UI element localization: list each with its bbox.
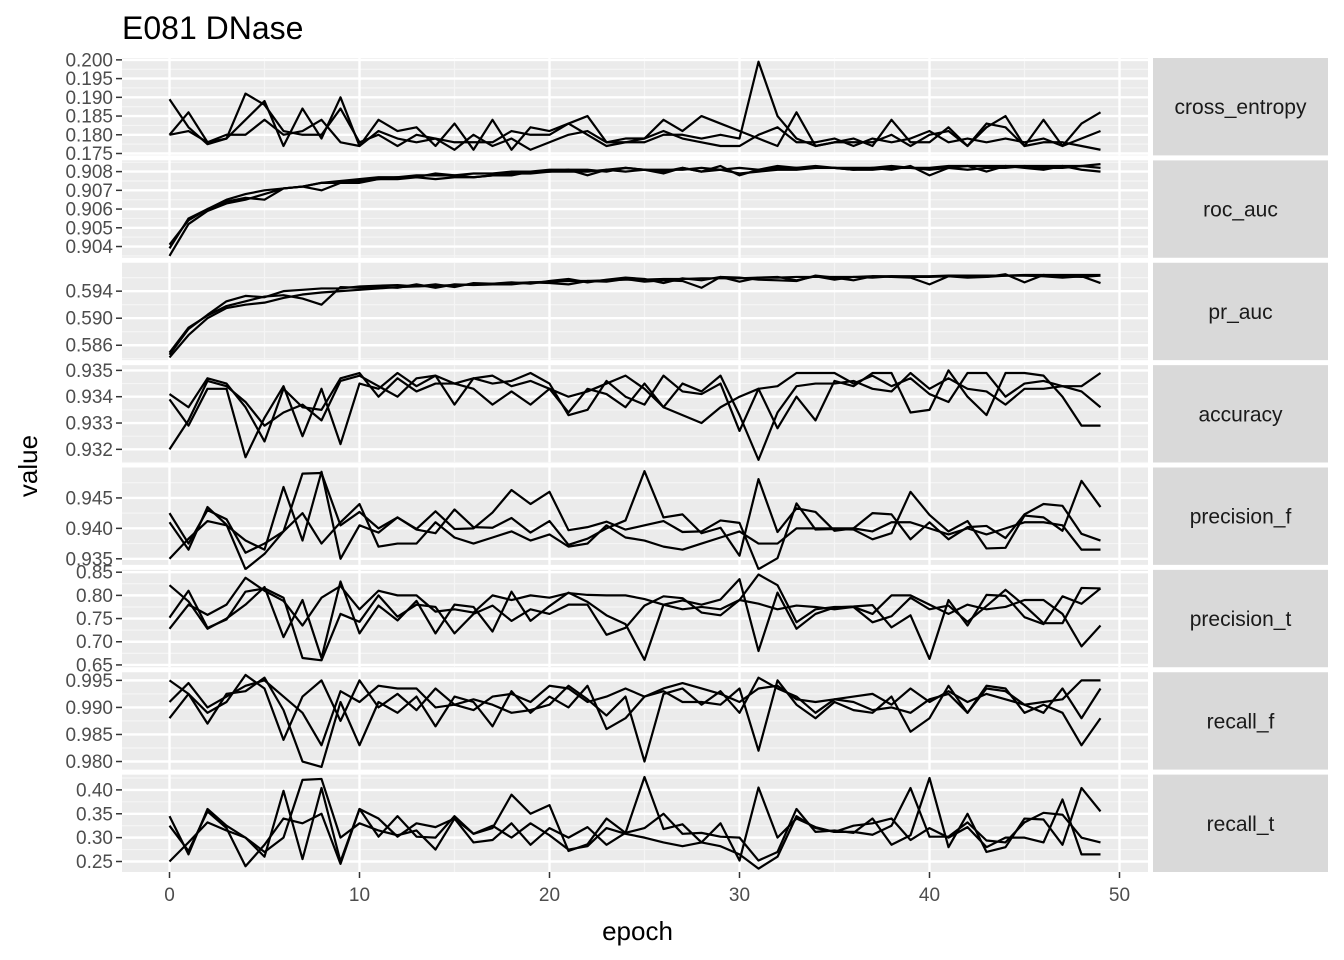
series-line (168, 673, 1102, 763)
y-tick-label: 0.175 (65, 144, 113, 165)
y-tick-label: 0.905 (65, 218, 113, 239)
facet-strip (1153, 774, 1328, 872)
y-tick-label: 0.945 (65, 488, 113, 509)
y-tick-label: 0.75 (76, 609, 113, 630)
y-tick-label: 0.200 (65, 50, 113, 71)
y-tick-label: 0.70 (76, 632, 113, 653)
y-tick-label: 0.594 (65, 282, 113, 303)
series-line (168, 369, 1101, 459)
y-tick-label: 0.935 (65, 361, 113, 382)
y-tick-label: 0.908 (65, 162, 113, 183)
y-tick-label: 0.932 (65, 440, 113, 461)
y-tick-label: 0.935 (65, 549, 113, 570)
facet-strip-label: accuracy (1198, 403, 1283, 426)
facet-strip-label: cross_entropy (1175, 96, 1307, 119)
facet-recall_f: 0.980 0.985 0.990 0.995 recall_f (65, 671, 1328, 773)
series-line (168, 798, 1101, 870)
y-tick-label: 0.35 (76, 804, 113, 825)
series-line (168, 470, 1101, 560)
y-tick-label: 0.990 (65, 698, 113, 719)
y-tick-label: 0.907 (65, 181, 113, 202)
series-line (168, 578, 1102, 661)
y-tick-label: 0.80 (76, 586, 113, 607)
series-line (168, 96, 1102, 151)
x-tick-label: 10 (349, 885, 370, 906)
series-line (168, 273, 1101, 356)
x-tick-label: 30 (729, 885, 750, 906)
y-tick-label: 0.906 (65, 200, 113, 221)
series-line (168, 679, 1101, 747)
facet-recall_t: 0.25 0.30 0.35 0.40 recall_t (76, 774, 1328, 873)
y-tick-label: 0.934 (65, 387, 113, 408)
y-tick-label: 0.30 (76, 828, 113, 849)
y-tick-label: 0.180 (65, 125, 113, 146)
series-line (168, 471, 1102, 571)
y-tick-label: 0.185 (65, 107, 113, 128)
y-tick-label: 0.65 (76, 655, 113, 676)
facet-strip-label: precision_t (1190, 608, 1292, 631)
y-tick-label: 0.904 (65, 237, 113, 258)
facet-strip (1153, 262, 1328, 361)
y-tick-label: 0.590 (65, 309, 113, 330)
y-tick-label: 0.995 (65, 671, 113, 692)
series-line (168, 676, 1102, 769)
facet-accuracy: 0.932 0.933 0.934 0.935 accuracy (65, 361, 1328, 464)
y-tick-label: 0.586 (65, 336, 113, 357)
series-line (168, 502, 1101, 554)
series-line (168, 573, 1101, 662)
y-tick-label: 0.190 (65, 88, 113, 109)
panel-background (122, 467, 1148, 565)
facet-strip-label: recall_f (1207, 710, 1275, 733)
facet-strip (1153, 160, 1328, 258)
x-tick-label: 50 (1109, 885, 1130, 906)
facet-strip (1153, 672, 1328, 770)
facet-precision_f: 0.935 0.940 0.945 precision_f (65, 467, 1328, 571)
x-tick-label: 20 (539, 885, 560, 906)
facet-strip-label: roc_auc (1203, 199, 1278, 222)
y-tick-label: 0.85 (76, 563, 113, 584)
y-tick-label: 0.195 (65, 69, 113, 90)
facet-strip (1153, 467, 1328, 565)
y-axis-title: value (13, 435, 43, 497)
y-tick-label: 0.980 (65, 752, 113, 773)
facet-strip (1153, 365, 1328, 463)
panel-background (122, 365, 1148, 463)
series-line (168, 576, 1102, 648)
x-axis-title: epoch (602, 916, 673, 946)
facet-pr_auc: 0.586 0.590 0.594 pr_auc (65, 262, 1328, 361)
series-line (168, 274, 1101, 354)
facet-strip (1153, 569, 1328, 668)
y-tick-label: 0.40 (76, 780, 113, 801)
x-axis: 0 10 20 30 40 50 (164, 872, 1130, 906)
chart-title: E081 DNase (122, 10, 303, 46)
facet-precision_t: 0.650.700.750.800.85 precision_t (76, 563, 1328, 676)
y-tick-label: 0.940 (65, 519, 113, 540)
series-line (168, 164, 1101, 246)
facet-strip (1153, 58, 1328, 156)
facet-strip-label: recall_t (1207, 813, 1275, 836)
series-line (168, 371, 1102, 461)
series-line (168, 371, 1102, 450)
y-tick-label: 0.933 (65, 414, 113, 435)
facet-strip-label: pr_auc (1208, 301, 1272, 324)
y-tick-label: 0.985 (65, 725, 113, 746)
x-tick-label: 0 (164, 885, 175, 906)
x-tick-label: 40 (919, 885, 940, 906)
facet-strip-label: precision_f (1190, 506, 1292, 529)
series-line (169, 118, 1101, 151)
y-tick-label: 0.25 (76, 852, 113, 873)
